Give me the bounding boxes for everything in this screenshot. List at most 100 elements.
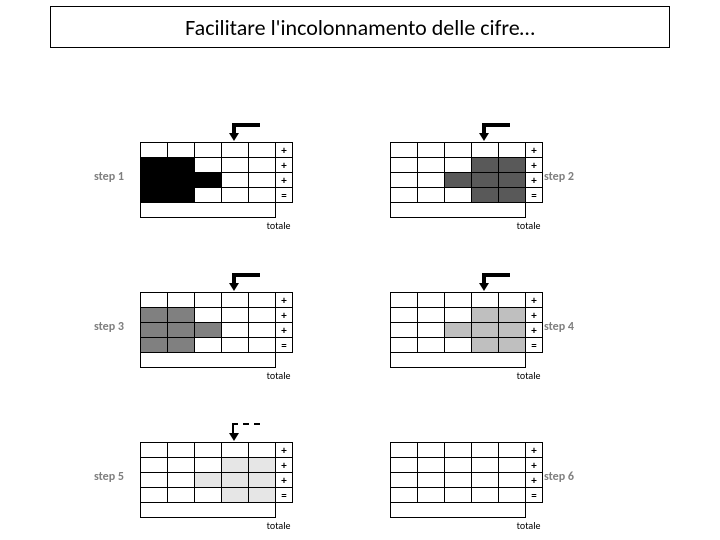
digit-cell (499, 173, 526, 188)
step-label: step 6 (544, 470, 574, 484)
digit-cell (499, 338, 526, 353)
digit-cell (222, 443, 249, 458)
digit-cell (391, 323, 418, 338)
step-label: step 2 (544, 170, 574, 184)
result-op-blank (276, 203, 293, 218)
result-cell (391, 203, 526, 218)
direction-arrow-icon (232, 123, 260, 141)
digit-cell (222, 488, 249, 503)
totale-label: totale (141, 518, 293, 533)
operator-cell: + (276, 293, 293, 308)
digit-cell (499, 323, 526, 338)
digit-cell (195, 188, 222, 203)
operator-cell: = (276, 188, 293, 203)
digit-cell (445, 458, 472, 473)
digit-cell (472, 173, 499, 188)
digit-cell (141, 158, 168, 173)
digit-cell (141, 488, 168, 503)
digit-cell (418, 143, 445, 158)
digit-cell (499, 443, 526, 458)
digit-cell (472, 188, 499, 203)
digit-cell (168, 173, 195, 188)
digit-cell (499, 488, 526, 503)
step-label: step 3 (94, 320, 124, 334)
digit-cell (472, 443, 499, 458)
digit-cell (391, 308, 418, 323)
operator-cell: + (276, 323, 293, 338)
digit-cell (141, 173, 168, 188)
digit-cell (168, 323, 195, 338)
result-cell (141, 503, 276, 518)
digit-cell (195, 473, 222, 488)
direction-arrow-icon (482, 123, 510, 141)
digit-cell (445, 173, 472, 188)
digit-cell (445, 143, 472, 158)
step-label: step 5 (94, 470, 124, 484)
operator-cell: = (526, 488, 543, 503)
operator-cell: + (526, 443, 543, 458)
addition-grid: +++=totale (140, 292, 293, 382)
operator-cell: + (276, 173, 293, 188)
panel-p2: +++=totalestep 2 (390, 142, 543, 232)
digit-cell (472, 458, 499, 473)
digit-cell (249, 323, 276, 338)
result-op-blank (526, 203, 543, 218)
digit-cell (222, 338, 249, 353)
digit-cell (445, 293, 472, 308)
digit-cell (168, 308, 195, 323)
title-bar: Facilitare l'incolonnamento delle cifre… (50, 6, 670, 48)
digit-cell (168, 458, 195, 473)
digit-cell (141, 143, 168, 158)
operator-cell: = (276, 488, 293, 503)
digit-cell (445, 338, 472, 353)
digit-cell (195, 338, 222, 353)
digit-cell (418, 458, 445, 473)
panels-grid: +++=totalestep 1+++=totalestep 2+++=tota… (0, 70, 720, 540)
digit-cell (168, 188, 195, 203)
digit-cell (141, 473, 168, 488)
digit-cell (418, 338, 445, 353)
operator-cell: + (526, 293, 543, 308)
digit-cell (391, 488, 418, 503)
totale-label: totale (141, 368, 293, 383)
digit-cell (141, 188, 168, 203)
step-label: step 1 (94, 170, 124, 184)
operator-cell: + (526, 308, 543, 323)
result-op-blank (526, 503, 543, 518)
digit-cell (222, 143, 249, 158)
operator-cell: + (276, 143, 293, 158)
digit-cell (391, 338, 418, 353)
digit-cell (168, 473, 195, 488)
digit-cell (249, 143, 276, 158)
digit-cell (222, 188, 249, 203)
digit-cell (249, 158, 276, 173)
operator-cell: + (276, 458, 293, 473)
operator-cell: + (276, 158, 293, 173)
digit-cell (141, 293, 168, 308)
result-cell (141, 203, 276, 218)
operator-cell: + (526, 158, 543, 173)
digit-cell (391, 473, 418, 488)
digit-cell (472, 488, 499, 503)
panel-p6: +++=totalestep 6 (390, 442, 543, 532)
addition-grid: +++=totale (390, 292, 543, 382)
digit-cell (249, 338, 276, 353)
digit-cell (222, 293, 249, 308)
operator-cell: + (526, 473, 543, 488)
digit-cell (499, 188, 526, 203)
digit-cell (141, 338, 168, 353)
operator-cell: + (276, 308, 293, 323)
totale-label: totale (391, 218, 543, 233)
digit-cell (222, 323, 249, 338)
digit-cell (249, 188, 276, 203)
digit-cell (472, 143, 499, 158)
digit-cell (195, 308, 222, 323)
digit-cell (195, 293, 222, 308)
addition-grid: +++=totale (140, 442, 293, 532)
page-title: Facilitare l'incolonnamento delle cifre… (185, 14, 535, 41)
digit-cell (222, 473, 249, 488)
addition-grid: +++=totale (390, 442, 543, 532)
digit-cell (249, 293, 276, 308)
digit-cell (391, 188, 418, 203)
digit-cell (499, 458, 526, 473)
